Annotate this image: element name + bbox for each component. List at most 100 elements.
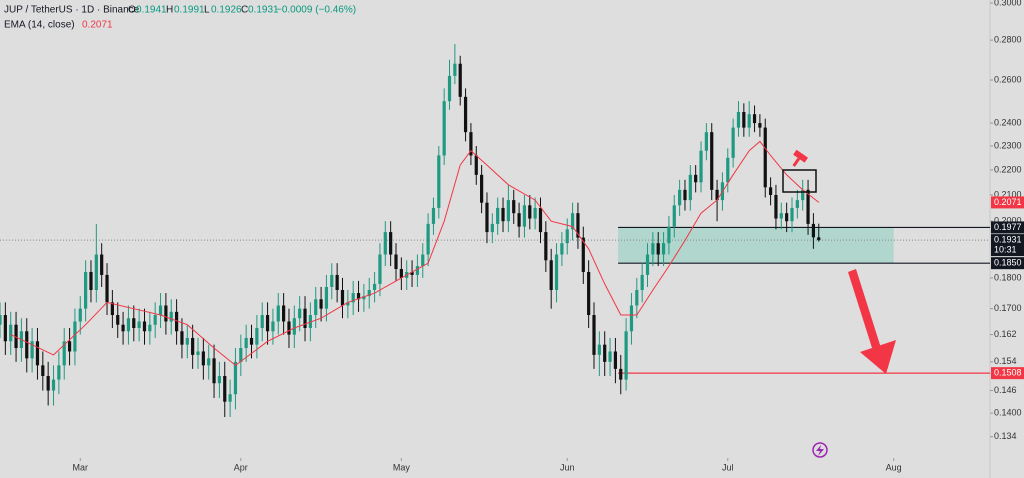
candle-body	[661, 243, 666, 255]
candle-body	[62, 341, 66, 366]
candle-body	[223, 376, 227, 402]
candle-body	[415, 266, 420, 275]
ohlc-value: 0.1926	[211, 5, 242, 16]
candle-body	[597, 344, 601, 355]
candle-body	[265, 315, 270, 332]
candle-body	[249, 337, 254, 345]
candle-body	[715, 189, 719, 201]
y-tick-label: 0.2000	[994, 216, 1022, 226]
candle-body	[137, 321, 141, 328]
x-tick-label: Apr	[234, 462, 248, 472]
candle-body	[522, 205, 527, 227]
candle-body	[592, 315, 596, 355]
candle-body	[806, 189, 810, 224]
y-tick-label: 0.2800	[994, 35, 1022, 45]
candle-body	[779, 213, 783, 219]
candle-body	[308, 315, 312, 328]
candle-body	[185, 337, 189, 345]
candle-body	[121, 324, 125, 332]
lightning-icon[interactable]	[812, 442, 828, 458]
candle-body	[619, 368, 623, 380]
candle-body	[239, 348, 243, 362]
candle-body	[710, 132, 714, 190]
candle-body	[699, 150, 703, 183]
candle-body	[490, 223, 494, 233]
candle-body	[356, 293, 361, 300]
candle-body	[399, 269, 403, 278]
candle-body	[613, 351, 618, 369]
candle-body	[292, 318, 296, 335]
x-tick-label: Jul	[722, 462, 734, 472]
candle-body	[94, 254, 98, 290]
candle-body	[704, 132, 708, 151]
ohlc-value: 0.1931	[248, 5, 279, 16]
candle-body	[512, 200, 516, 214]
candle-body	[89, 271, 93, 290]
candle-body	[688, 174, 692, 201]
candle-body	[640, 274, 644, 290]
candle-body	[635, 289, 639, 306]
candle-body	[142, 321, 147, 332]
candle-body	[105, 274, 109, 303]
candle-body	[51, 379, 56, 391]
candle-body	[148, 324, 152, 332]
candle-body	[30, 341, 34, 359]
candle-body	[276, 305, 280, 322]
candle-body	[421, 254, 425, 267]
candle-body	[372, 283, 377, 290]
candle-body	[533, 207, 537, 219]
indicator-value: 0.2071	[82, 20, 113, 31]
y-tick-label: 0.3000	[994, 0, 1022, 7]
candle-body	[180, 331, 184, 345]
candle-body	[752, 114, 757, 124]
candle-body	[153, 315, 157, 325]
arrow-shaft	[848, 269, 881, 351]
price-axis: 0.3000 0.2800 0.2600 0.2400 0.2300 0.2200 0.21…	[990, 0, 1024, 441]
candle-body	[763, 127, 767, 188]
candle-body	[694, 174, 698, 183]
candle-body	[474, 155, 478, 175]
candle-body	[624, 331, 628, 380]
candle-body	[549, 260, 553, 290]
hammer-head	[793, 149, 809, 163]
candle-body	[811, 223, 816, 238]
candle-body	[517, 213, 521, 227]
candle-body	[191, 337, 195, 355]
candle-body	[469, 132, 473, 156]
ohlc-label: C	[241, 5, 248, 16]
candle-body	[463, 96, 468, 133]
candle-body	[25, 331, 29, 359]
y-tick-label: 0.146	[994, 385, 1017, 395]
candle-body	[608, 351, 612, 362]
candle-body	[817, 237, 821, 241]
icon-ring	[812, 442, 828, 458]
candle-body	[255, 327, 259, 345]
candle-body	[726, 157, 730, 183]
y-tick-label: 0.1400	[994, 408, 1022, 418]
y-tick-label: 0.162	[994, 329, 1017, 339]
ohlc-label: L	[204, 5, 210, 16]
candle-body	[35, 341, 40, 366]
candle-body	[667, 226, 671, 244]
candle-body	[126, 318, 131, 332]
candle-body	[282, 305, 286, 322]
indicator-name: EMA (14, close)	[4, 20, 75, 31]
candle-body	[207, 358, 211, 366]
x-tick-label: Jun	[560, 462, 575, 472]
price-badge	[991, 367, 1024, 380]
y-tick-label: 0.2100	[994, 189, 1022, 199]
header: JUP / TetherUS · 1D · Binance O 0.1941 H…	[4, 5, 356, 31]
candle-body	[437, 155, 441, 208]
candle-body	[570, 213, 575, 230]
price-badge-label: 0.1508	[994, 368, 1022, 378]
candle-body	[3, 315, 7, 342]
candle-body	[447, 75, 452, 102]
candle-body	[581, 237, 585, 272]
candle-body	[335, 274, 339, 290]
candle-body	[78, 308, 82, 322]
candle-body	[67, 341, 72, 352]
candle-body	[442, 101, 446, 156]
candle-body	[244, 337, 248, 349]
ohlc-value: 0.1941	[136, 5, 167, 16]
